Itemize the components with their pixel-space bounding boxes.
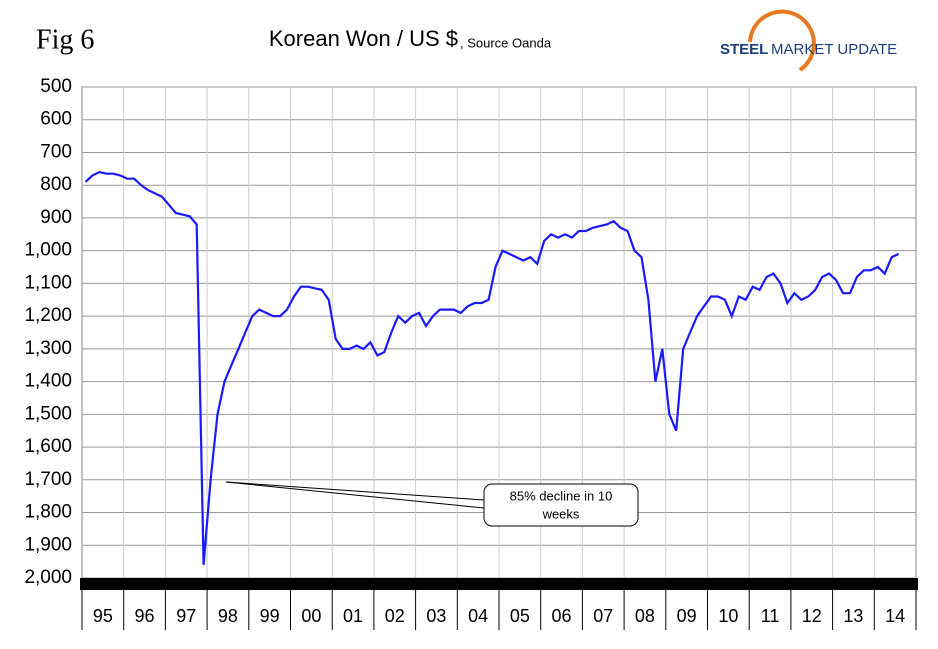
logo-text: STEEL <box>720 41 768 58</box>
y-tick-label: 800 <box>40 174 72 195</box>
x-tick-label: 95 <box>93 606 113 626</box>
y-tick-label: 1,500 <box>24 403 72 424</box>
x-tick-label: 05 <box>510 606 530 626</box>
x-tick-label: 08 <box>635 606 655 626</box>
x-tick-label: 99 <box>260 606 280 626</box>
y-tick-label: 1,100 <box>24 272 72 293</box>
x-tick-label: 09 <box>677 606 697 626</box>
y-tick-label: 700 <box>40 141 72 162</box>
x-tick-label: 01 <box>343 606 363 626</box>
x-tick-label: 13 <box>843 606 863 626</box>
y-tick-label: 1,400 <box>24 371 72 392</box>
y-tick-label: 1,600 <box>24 436 72 457</box>
chart-subtitle: , Source Oanda <box>460 35 552 50</box>
logo: STEEL MARKET UPDATE <box>720 9 897 72</box>
x-tick-label: 11 <box>761 606 780 626</box>
y-tick-label: 1,700 <box>24 469 72 490</box>
x-tick-label: 98 <box>218 606 238 626</box>
x-tick-label: 06 <box>552 606 572 626</box>
y-tick-label: 2,000 <box>24 567 72 588</box>
y-tick-label: 1,300 <box>24 338 72 359</box>
x-tick-label: 97 <box>176 606 196 626</box>
y-tick-label: 900 <box>40 207 72 228</box>
x-tick-label: 04 <box>468 606 488 626</box>
y-tick-label: 1,900 <box>24 534 72 555</box>
data-line <box>84 170 900 565</box>
y-tick-label: 1,000 <box>24 240 72 261</box>
x-tick-label: 12 <box>802 606 822 626</box>
x-tick-label: 14 <box>885 606 905 626</box>
logo-text: MARKET UPDATE <box>771 41 897 58</box>
annotation-pointer <box>225 481 485 501</box>
y-tick-label: 500 <box>40 76 72 97</box>
x-tick-label: 02 <box>385 606 405 626</box>
y-tick-label: 1,800 <box>24 502 72 523</box>
x-axis-band <box>80 578 918 590</box>
annotation-text: weeks <box>542 506 580 521</box>
annotation-text: 85% decline in 10 <box>510 488 613 503</box>
y-tick-label: 600 <box>40 109 72 130</box>
figure-label: Fig 6 <box>36 24 94 55</box>
logo-arc <box>748 9 816 72</box>
chart-title: Korean Won / US $ <box>269 26 458 51</box>
x-tick-label: 07 <box>593 606 613 626</box>
x-tick-label: 03 <box>426 606 446 626</box>
x-tick-label: 10 <box>718 606 738 626</box>
y-tick-label: 1,200 <box>24 305 72 326</box>
annotation-pointer <box>225 481 485 509</box>
annotation-box <box>483 483 639 527</box>
x-tick-label: 00 <box>301 606 321 626</box>
x-tick-label: 96 <box>135 606 155 626</box>
